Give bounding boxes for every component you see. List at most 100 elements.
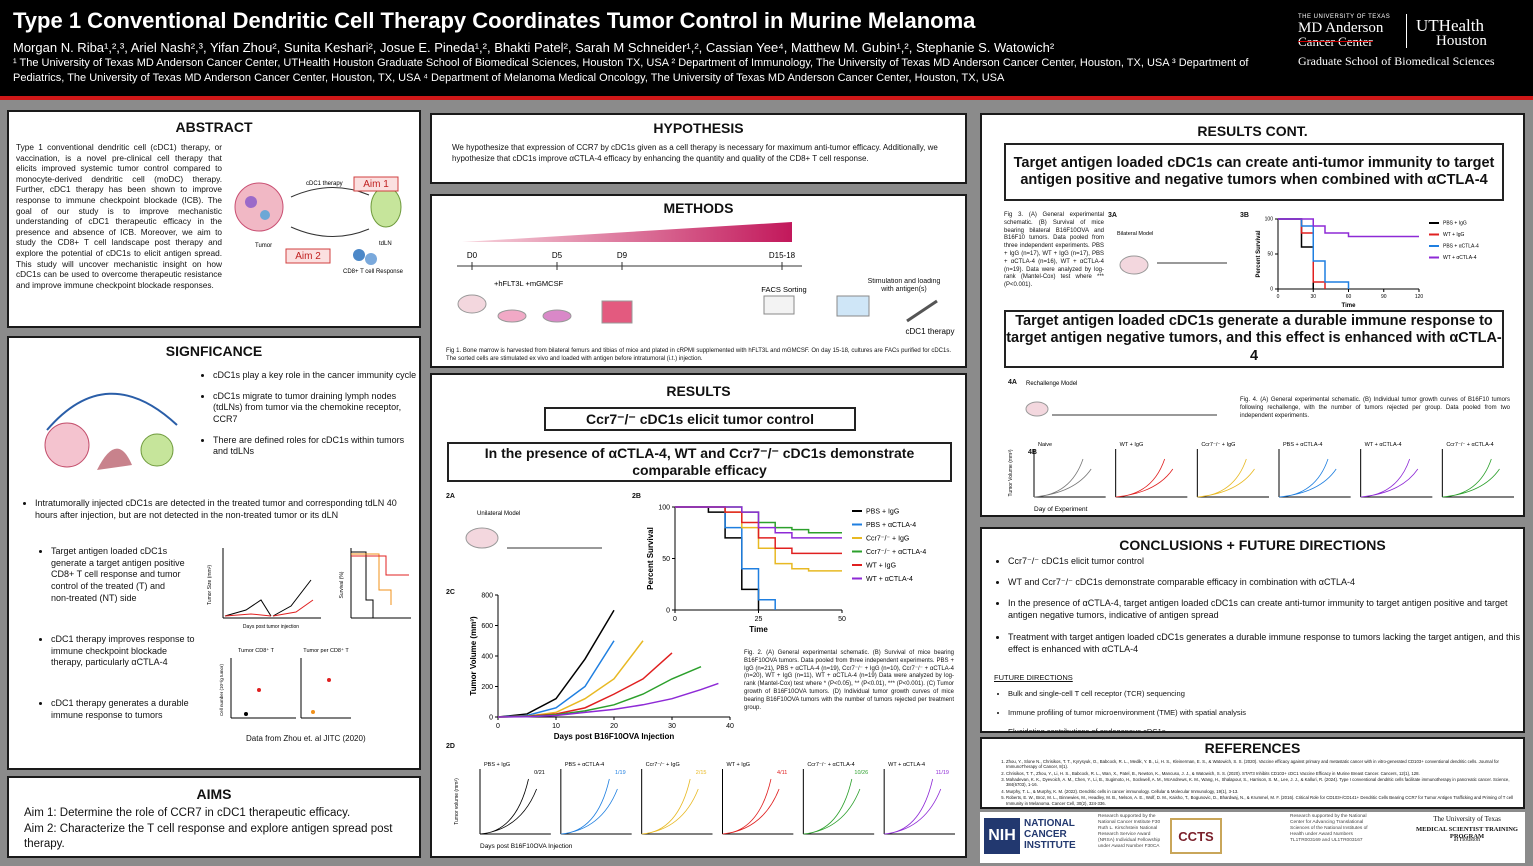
bullet: Bulk and single-cell T cell receptor (TC… [1008, 689, 1523, 699]
x-axis-label: Time [749, 625, 768, 634]
y-axis-label: Tumor Volume (mm³) [469, 616, 478, 696]
y-tick-label: 800 [481, 592, 493, 599]
logo: NIH [984, 818, 1020, 854]
panel-title: WT + IgG [727, 762, 751, 768]
fig-label: tdLN [379, 241, 392, 247]
bullet: There are defined roles for cDC1s within… [213, 435, 418, 458]
legend-label: PBS + IgG [866, 508, 899, 515]
legend-label: PBS + IgG [1443, 221, 1467, 227]
y-tick-label: 0 [489, 714, 493, 721]
method-label: Stimulation and loading with antigen(s) [867, 278, 941, 294]
day-label: D9 [617, 251, 628, 260]
abstract-figure: cDC1 therapy Aim 1 Tumor tdLN Aim 2 CD8+… [234, 176, 404, 275]
aims: Aim 1: Determine the role of CCR7 in cDC… [24, 806, 414, 853]
legend-label: WT + IgG [866, 562, 896, 569]
finding: cDC1 therapy improves response to immune… [37, 634, 197, 678]
schematic: Bilateral Model [1117, 231, 1227, 275]
fig-label: Aim 1 [363, 179, 389, 190]
divider [1406, 14, 1407, 48]
bullet: Treatment with target antigen loaded cDC… [1008, 631, 1523, 655]
x-axis-label: Day of Experiment [1034, 506, 1088, 513]
survival-chart: 0 50 100 0 30 60 90 120 Time Percent Survival PBS … [1256, 217, 1479, 309]
panel-curves [1115, 458, 1174, 498]
references-panel: REFERENCES Zhou, Y., Slone N., Chrisikos… [980, 737, 1525, 809]
series-line [675, 506, 842, 555]
x-axis-label: Days post B16F10OVA Injection [480, 843, 573, 850]
rejected-count: 10/26 [854, 770, 868, 776]
panel-curves [803, 778, 861, 835]
schematic-label: Unilateral Model [477, 511, 520, 517]
series-line [1278, 218, 1314, 289]
legend-label: Ccr7⁻/⁻ + IgG [866, 535, 909, 542]
reference: Mahadevan, K. K., Dyevoich, A. M., Chen,… [1006, 777, 1523, 788]
methods-figure: D0 D5 D9 D15-18 +hFLT3L +mGMCSF FACS Sortin… [457, 222, 954, 336]
y-axis-label: Tumor Volume (mm³) [1008, 449, 1014, 496]
method-label-wrap: Stimulation and loading with antigen(s) [867, 278, 941, 294]
axis-label: Cell number (10⁴/g tumor) [219, 664, 224, 716]
title: Type 1 Conventional Dendritic Cell Thera… [13, 8, 976, 33]
cell-icon [245, 196, 257, 208]
chart-title: Tumor per CD8⁺ T [303, 647, 349, 654]
bullet: cDC1s play a key role in the cancer immu… [213, 370, 418, 382]
heading: METHODS [663, 200, 734, 216]
series-line [497, 640, 615, 718]
hypothesis-text: We hypothesize that expression of CCR7 b… [452, 143, 938, 163]
results-panel: RESULTS Ccr7⁻/⁻ cDC1s elicit tumor contr… [430, 373, 967, 858]
x-tick-label: 30 [668, 723, 676, 730]
individual-curves: Tumor Volume (mm³) Day of Experiment Naive… [1008, 442, 1514, 513]
x-tick-label: 0 [496, 723, 500, 730]
heading: RESULTS [666, 383, 731, 399]
header-rule [0, 96, 1533, 100]
aims-panel: AIMS Aim 1: Determine the role of CCR7 i… [7, 776, 421, 858]
finding: Intratumorally injected cDC1s are detect… [21, 498, 413, 530]
y-tick-label: 50 [662, 556, 670, 563]
schematic-curve [224, 599, 314, 617]
bullet: Immune profiling of tumor microenvironme… [1008, 708, 1523, 718]
logo-text: Graduate School of Biomedical Sciences [1298, 54, 1495, 68]
rejected-count: 2/15 [696, 770, 707, 776]
logo-text: MEDICAL SCIENTIST TRAINING PROGRAM [1416, 826, 1518, 840]
arrow [290, 226, 370, 237]
bullet: cDC1s migrate to tumor draining lymph no… [213, 391, 418, 426]
panel-title: Ccr7⁻/⁻ + αCTLA-4 [807, 762, 854, 768]
schematic-label: Rechallenge Model [1026, 381, 1077, 387]
header: Type 1 Conventional Dendritic Cell Thera… [0, 0, 1533, 96]
logo-text: MD Anderson [1298, 20, 1384, 36]
panel-curves [722, 778, 780, 835]
fig-label: Tumor [255, 243, 272, 249]
individual-curves: Tumor volume (mm³) Days post B16F10OVA In… [454, 762, 955, 850]
x-axis-label: Time [1342, 303, 1357, 309]
finding: cDC1 therapy generates a durable immune … [37, 698, 197, 730]
schematic-dot [257, 688, 261, 692]
panel-label: 3A [1108, 212, 1117, 219]
legend-label: WT + IgG [1443, 232, 1465, 238]
x-tick-label: 30 [1310, 294, 1316, 300]
logo-text: The University of Texas [1433, 815, 1501, 823]
support-text: Research supported by the National Cance… [1098, 814, 1161, 849]
abstract-panel: ABSTRACT Type 1 conventional dendritic c… [7, 110, 421, 328]
axis-label: Survival (%) [339, 571, 345, 598]
results-cont-panel: RESULTS CONT. Target antigen loaded cDC1… [980, 113, 1525, 517]
affiliations: ¹ The University of Texas MD Anderson Ca… [13, 57, 1249, 84]
legend-label: WT + αCTLA-4 [1443, 255, 1477, 261]
y-tick-label: 100 [1265, 217, 1274, 223]
finding: Target antigen loaded cDC1s generate a t… [37, 546, 185, 613]
aim-box [285, 248, 331, 264]
t-cell-icon [353, 249, 365, 261]
mouse-icon [1119, 255, 1149, 275]
source: Data from Zhou et. al JITC (2020) [246, 734, 366, 743]
panel-curves [560, 778, 618, 835]
subheading: Target antigen loaded cDC1s generate a d… [1004, 310, 1504, 368]
y-tick-label: 0 [1270, 287, 1273, 293]
panel-label: 4B [1028, 449, 1037, 456]
bullet: Target antigen loaded cDC1s generate a t… [51, 546, 185, 604]
logo: CCTS [1170, 818, 1222, 854]
caption: Fig. 4. (A) General experimental schemat… [1240, 397, 1510, 419]
bullet: cDC1 therapy improves response to immune… [51, 634, 197, 669]
vessel [97, 448, 132, 470]
heading: CONCLUSIONS + FUTURE DIRECTIONS [1119, 537, 1386, 553]
panel-title: Ccr7⁻/⁻ + IgG [1201, 442, 1235, 448]
method-label: +hFLT3L +mGMCSF [494, 279, 564, 288]
authors: Morgan N. Riba¹,²,³, Ariel Nash²,³, Yifa… [13, 40, 1055, 55]
